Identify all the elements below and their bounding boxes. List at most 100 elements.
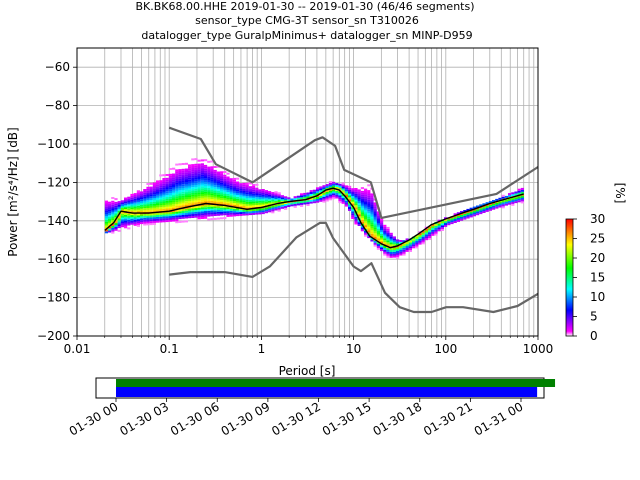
density-cell bbox=[440, 229, 444, 231]
density-cell bbox=[402, 244, 406, 246]
density-cell bbox=[191, 187, 195, 190]
density-cell bbox=[146, 186, 150, 189]
density-cell bbox=[376, 215, 380, 218]
density-cell bbox=[383, 247, 387, 250]
density-cell bbox=[156, 188, 160, 191]
density-cell bbox=[373, 221, 377, 224]
density-cell bbox=[367, 216, 371, 219]
density-cell bbox=[364, 209, 368, 212]
density-cell bbox=[184, 182, 188, 184]
density-cell bbox=[133, 202, 137, 205]
density-cell bbox=[210, 218, 214, 221]
density-cell bbox=[162, 197, 166, 200]
density-cell bbox=[188, 216, 192, 219]
density-cell bbox=[162, 204, 166, 207]
density-cell bbox=[376, 211, 380, 214]
density-cell bbox=[268, 198, 272, 201]
density-cell bbox=[248, 188, 252, 191]
density-cell bbox=[159, 214, 163, 217]
density-cell bbox=[479, 210, 483, 213]
density-cell bbox=[178, 220, 182, 223]
density-cell bbox=[152, 209, 156, 212]
density-cell bbox=[204, 195, 208, 198]
density-cell bbox=[316, 191, 320, 194]
density-cell bbox=[520, 195, 524, 198]
density-cell bbox=[370, 214, 374, 217]
density-cell bbox=[127, 206, 131, 209]
density-cell bbox=[114, 205, 118, 208]
density-cell bbox=[364, 227, 368, 229]
density-cell bbox=[415, 238, 419, 241]
density-cell bbox=[232, 193, 236, 196]
density-cell bbox=[287, 197, 291, 200]
density-cell bbox=[287, 199, 291, 202]
density-cell bbox=[277, 203, 281, 206]
density-cell bbox=[194, 185, 198, 187]
density-cell bbox=[223, 199, 227, 202]
low-noise-model-line bbox=[169, 221, 539, 314]
y-tick-label: −120 bbox=[37, 175, 70, 189]
density-cell bbox=[168, 219, 172, 222]
density-cell bbox=[303, 192, 307, 195]
density-cell bbox=[248, 201, 252, 204]
density-cell bbox=[175, 190, 179, 193]
density-cell bbox=[210, 172, 214, 174]
density-cell bbox=[293, 201, 297, 204]
density-cell bbox=[440, 227, 444, 230]
density-cell bbox=[274, 200, 278, 203]
density-cell bbox=[213, 208, 217, 211]
density-cell bbox=[312, 191, 316, 194]
density-cell bbox=[373, 231, 377, 234]
density-cell bbox=[136, 201, 140, 204]
density-cell bbox=[517, 188, 521, 191]
density-cell bbox=[357, 208, 361, 211]
density-cell bbox=[165, 187, 169, 190]
density-cell bbox=[360, 192, 364, 195]
density-cell bbox=[130, 207, 134, 210]
density-cell bbox=[140, 201, 144, 203]
density-cell bbox=[146, 202, 150, 205]
density-cell bbox=[364, 230, 368, 233]
density-cell bbox=[367, 226, 371, 229]
density-cell bbox=[386, 234, 390, 237]
density-cell bbox=[360, 190, 364, 193]
density-cell bbox=[357, 202, 361, 205]
density-cell bbox=[312, 189, 316, 192]
density-cell bbox=[223, 184, 227, 187]
density-cell bbox=[338, 191, 342, 194]
density-cell bbox=[386, 244, 390, 247]
density-cell bbox=[373, 242, 377, 245]
density-cell bbox=[188, 214, 192, 217]
density-cell bbox=[168, 198, 172, 201]
density-cell bbox=[172, 211, 176, 214]
density-cell bbox=[136, 207, 140, 210]
density-cell bbox=[175, 188, 179, 191]
density-cell bbox=[479, 204, 483, 207]
density-cell bbox=[501, 202, 505, 205]
density-cell bbox=[367, 192, 371, 194]
density-cell bbox=[111, 210, 115, 213]
density-cell bbox=[149, 196, 153, 199]
density-cell bbox=[156, 182, 160, 185]
density-cell bbox=[239, 210, 243, 213]
density-cell bbox=[130, 197, 134, 200]
density-cell bbox=[197, 213, 201, 216]
density-cell bbox=[338, 185, 342, 188]
density-cell bbox=[367, 215, 371, 217]
density-cell bbox=[188, 191, 192, 194]
density-cell bbox=[428, 234, 432, 237]
density-cell bbox=[152, 219, 156, 221]
density-cell bbox=[354, 188, 358, 190]
density-cell bbox=[351, 207, 355, 210]
density-cell bbox=[210, 187, 214, 190]
density-cell bbox=[133, 221, 137, 224]
density-cell bbox=[210, 191, 214, 194]
density-cell bbox=[140, 204, 144, 207]
colorbar-tick-label: 0 bbox=[590, 329, 598, 343]
density-cell bbox=[184, 201, 188, 204]
density-cell bbox=[216, 208, 220, 210]
density-cell bbox=[216, 185, 220, 187]
y-axis-ticks: −200−180−160−140−120−100−80−60 bbox=[37, 60, 77, 343]
density-cell bbox=[159, 201, 163, 204]
density-cell bbox=[402, 245, 406, 248]
